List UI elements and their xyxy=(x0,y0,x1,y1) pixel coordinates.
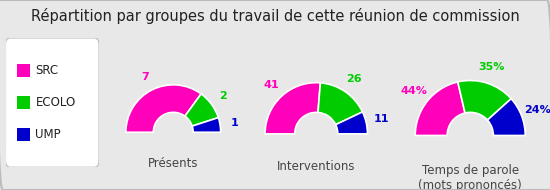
Wedge shape xyxy=(265,83,320,134)
Text: 1: 1 xyxy=(230,118,238,128)
Text: SRC: SRC xyxy=(35,64,58,77)
Text: Interventions: Interventions xyxy=(277,161,355,173)
Text: 35%: 35% xyxy=(478,62,505,72)
Wedge shape xyxy=(192,118,221,132)
Wedge shape xyxy=(185,94,218,126)
Text: 44%: 44% xyxy=(401,86,428,96)
Wedge shape xyxy=(318,83,362,125)
Text: 2: 2 xyxy=(219,91,227,101)
Text: 11: 11 xyxy=(373,114,389,124)
Wedge shape xyxy=(458,81,511,120)
Wedge shape xyxy=(126,85,201,132)
FancyBboxPatch shape xyxy=(6,38,99,167)
Bar xyxy=(16,128,30,141)
Wedge shape xyxy=(415,82,465,135)
Text: 7: 7 xyxy=(141,72,149,82)
Bar xyxy=(16,96,30,109)
Text: ECOLO: ECOLO xyxy=(35,96,76,109)
Text: Présents: Présents xyxy=(148,157,199,170)
Text: 41: 41 xyxy=(263,80,279,90)
Text: Répartition par groupes du travail de cette réunion de commission: Répartition par groupes du travail de ce… xyxy=(31,8,519,24)
Text: UMP: UMP xyxy=(35,128,61,141)
Text: Temps de parole
(mots prononcés): Temps de parole (mots prononcés) xyxy=(419,164,522,190)
Text: 26: 26 xyxy=(346,74,362,84)
Wedge shape xyxy=(336,112,367,134)
Wedge shape xyxy=(487,99,525,135)
Bar xyxy=(16,64,30,77)
Text: 24%: 24% xyxy=(524,105,550,115)
